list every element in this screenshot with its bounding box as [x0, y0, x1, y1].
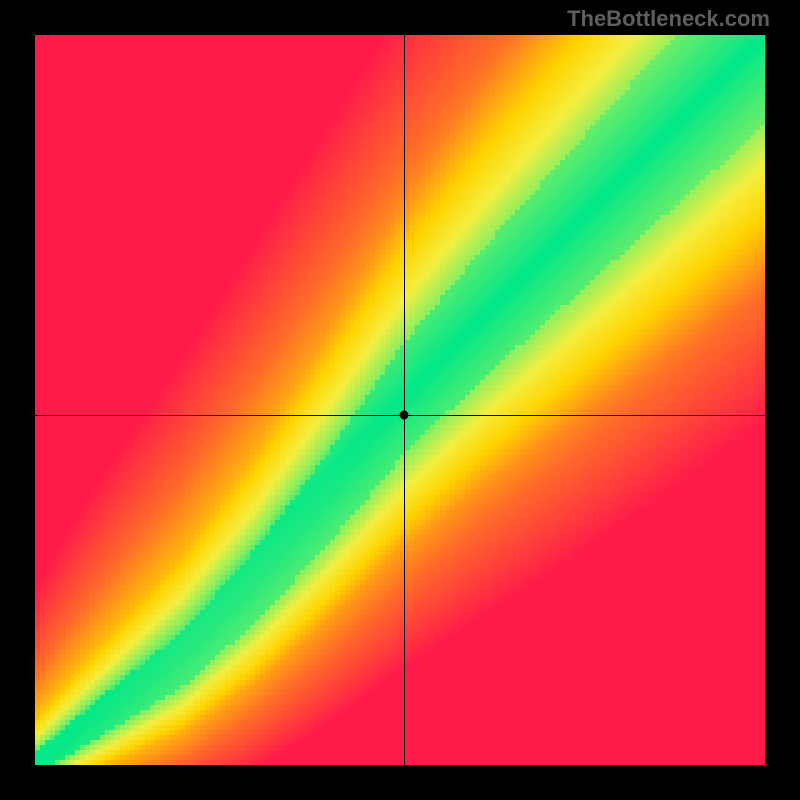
heatmap-plot [35, 35, 765, 765]
crosshair-marker [399, 410, 408, 419]
crosshair-vertical [404, 35, 405, 765]
heatmap-canvas [35, 35, 765, 765]
watermark-text: TheBottleneck.com [567, 6, 770, 32]
chart-container: { "watermark_text": "TheBottleneck.com",… [0, 0, 800, 800]
